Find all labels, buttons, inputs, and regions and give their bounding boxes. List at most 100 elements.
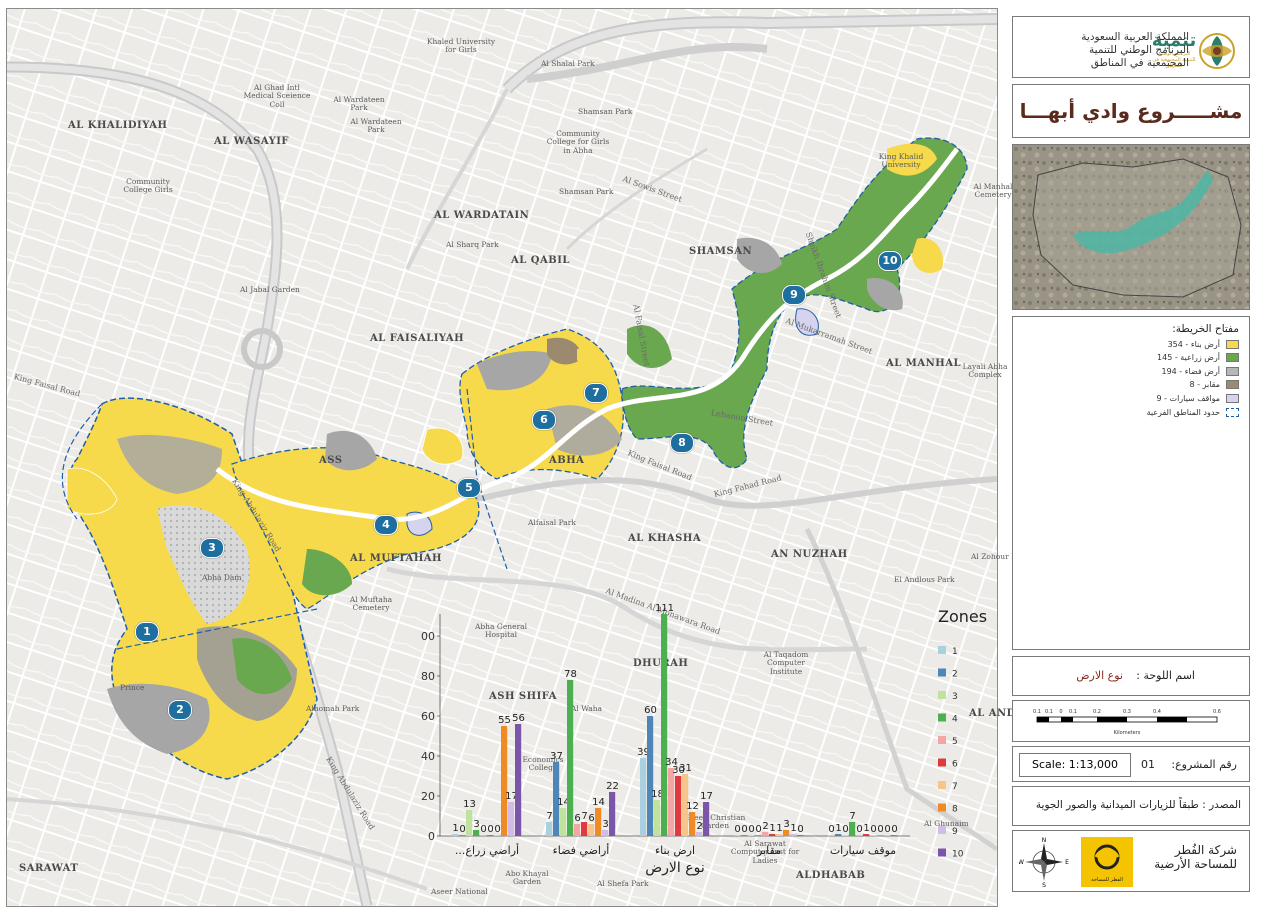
place-label: Abha General Hospital — [474, 622, 528, 640]
place-label: Alfaisal Park — [528, 518, 576, 527]
bar — [741, 835, 748, 836]
bar-value-label: 0 — [748, 824, 754, 835]
scale-tick-label: 0.1 — [1045, 709, 1053, 715]
bar-value-label: 12 — [686, 801, 699, 812]
category-label: أراضي زراع... — [455, 843, 519, 857]
district-label: AL WASAYIF — [214, 136, 290, 147]
svg-text:S: S — [1042, 882, 1046, 887]
bar-value-label: 55 — [498, 715, 511, 726]
legend-label: أرض فضاء - 194 — [1161, 366, 1220, 376]
place-label: Al Wardateen Park — [350, 117, 402, 135]
place-label: Al Jabal Garden — [240, 285, 300, 294]
legend-swatch — [938, 848, 946, 857]
legend-swatch — [938, 691, 946, 699]
sheet-name-panel: اسم اللوحة : نوع الارض — [1012, 656, 1250, 696]
place-label: Al Waha — [571, 704, 603, 713]
bar-value-label: 0 — [459, 824, 465, 835]
legend-label: 1 — [952, 647, 958, 657]
legend-label: مواقف سيارات - 9 — [1156, 393, 1220, 403]
y-tick-label: 100 — [420, 630, 435, 643]
bar — [574, 824, 581, 836]
zone-marker-6: 6 — [532, 410, 556, 430]
bar — [508, 802, 515, 836]
svg-text:E: E — [1065, 859, 1069, 866]
category-label: موقف سيارات — [830, 844, 896, 857]
project-number-label: رقم المشروع: — [1171, 758, 1237, 771]
legend-title: مفتاح الخريطة: — [1172, 323, 1239, 335]
bar — [581, 822, 588, 836]
district-label: AL MUFTAHAH — [350, 553, 442, 564]
scale-tick-label: 0.1 — [1033, 709, 1041, 715]
bar — [689, 812, 696, 836]
legend-item: حدود المناطق الفرعية — [1147, 405, 1239, 419]
legend-swatch — [1226, 393, 1239, 403]
bar — [501, 726, 508, 836]
bar-value-label: 2 — [762, 821, 768, 832]
place-label: Community College for Girls in Abha — [546, 129, 610, 155]
bar — [828, 835, 835, 836]
bar-value-label: 1 — [452, 823, 458, 834]
bar-value-label: 6 — [588, 813, 594, 824]
bar — [790, 834, 797, 836]
legend-label: أرض زراعية - 145 — [1157, 353, 1220, 363]
bar-value-label: 0 — [487, 824, 493, 835]
legend-swatch — [1226, 366, 1239, 376]
bar — [835, 834, 842, 836]
district-label: AL WARDATAIN — [434, 210, 530, 221]
legend-label: 2 — [952, 670, 958, 680]
legend-swatch — [938, 646, 946, 654]
bar-value-label: 3 — [473, 819, 479, 830]
bar — [776, 834, 783, 836]
bar — [560, 808, 567, 836]
scale-tick-label: 0.6 — [1213, 709, 1221, 715]
bar — [668, 768, 675, 836]
bar-value-label: 1 — [863, 823, 869, 834]
legend-item: مقابر - 8 — [1190, 378, 1239, 392]
category-label: ارض بناء — [655, 844, 695, 857]
bar — [473, 830, 480, 836]
company-panel: N S E W الفطر للمساحة شركة الفُطر للمساح… — [1012, 830, 1250, 892]
bar-value-label: 56 — [512, 713, 525, 724]
bar-value-label: 37 — [550, 751, 563, 762]
sheet-name-label: اسم اللوحة : — [1136, 669, 1195, 682]
chart-legend-title: Zones — [938, 607, 988, 626]
zone-marker-10: 10 — [878, 251, 902, 271]
place-label: Layali Abha Complex — [962, 362, 1008, 380]
bar — [856, 835, 863, 836]
bar — [891, 835, 898, 836]
legend-swatch — [1226, 353, 1239, 363]
place-label: King Khalid University — [878, 152, 924, 170]
bar-value-label: 0 — [842, 824, 848, 835]
legend-swatch — [938, 781, 946, 789]
bar-value-label: 7 — [581, 811, 587, 822]
zone-marker-1: 1 — [135, 622, 159, 642]
bar — [640, 758, 647, 836]
bar — [515, 724, 522, 836]
bar-value-label: 6 — [574, 813, 580, 824]
legend-swatch — [1226, 339, 1239, 349]
place-label: Khaled University for Girls — [426, 37, 496, 55]
bar — [884, 835, 891, 836]
zone-marker-3: 3 — [200, 538, 224, 558]
scale-bar-panel: 0.1 0.1 0 0.1 0.2 0.3 0.4 0.6 Kilometers — [1012, 700, 1250, 742]
legend-panel: مفتاح الخريطة: أرض بناء - 354 أرض زراعية … — [1012, 316, 1250, 650]
x-axis-label: نوع الارض — [645, 860, 705, 876]
bar — [696, 832, 703, 836]
place-label: Al Zohour Park — [971, 552, 1029, 561]
project-number-value: 01 — [1141, 758, 1155, 771]
bar — [466, 810, 473, 836]
bar — [755, 835, 762, 836]
district-label: AN NUZHAH — [771, 549, 848, 560]
bar — [661, 614, 668, 836]
bar-value-label: 0 — [755, 824, 761, 835]
place-label: Shamsan Park — [559, 187, 614, 196]
district-label: AL FAISALIYAH — [370, 333, 465, 344]
bar-value-label: 31 — [679, 763, 692, 774]
scale-tick-label: 0 — [1059, 709, 1062, 715]
bar-value-label: 18 — [651, 789, 664, 800]
zone-marker-4: 4 — [374, 515, 398, 535]
org-name: المملكة العربية السعودية البرنامج الوطني… — [1081, 31, 1189, 69]
legend-label: 7 — [952, 782, 958, 792]
legend-label: 10 — [952, 850, 964, 860]
bar — [553, 762, 560, 836]
